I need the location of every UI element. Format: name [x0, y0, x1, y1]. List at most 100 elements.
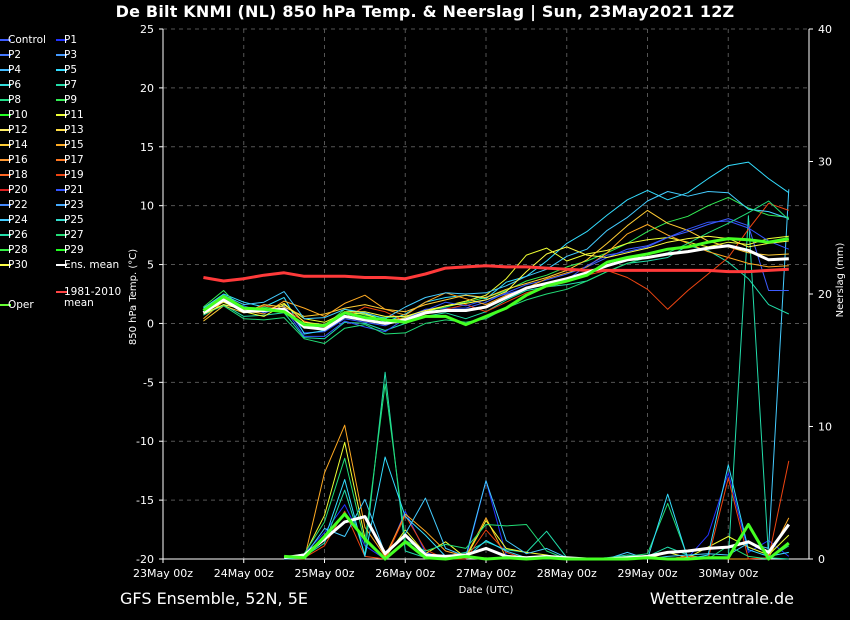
legend-label: 1981-2010 mean	[64, 286, 122, 309]
legend-swatch	[56, 54, 67, 56]
legend-label: P6	[8, 79, 22, 91]
x-tick-label: 29May 00z	[617, 567, 677, 580]
legend-swatch	[56, 129, 67, 131]
legend-swatch	[0, 159, 11, 161]
legend-label: P7	[64, 79, 78, 91]
legend-label: P22	[8, 199, 28, 211]
temp-line-p21	[203, 220, 789, 337]
legend-label: P2	[8, 49, 22, 61]
legend-label: P8	[8, 94, 22, 106]
legend-swatch	[56, 99, 67, 101]
legend-swatch	[0, 129, 11, 131]
precip-line-oper	[284, 512, 790, 561]
legend-swatch	[0, 174, 11, 176]
legend-label: P16	[8, 154, 28, 166]
legend-label: P1	[64, 34, 78, 46]
legend-label: P26	[8, 229, 28, 241]
legend-label: P14	[8, 139, 28, 151]
legend-swatch	[0, 234, 11, 236]
legend-label: P11	[64, 109, 84, 121]
legend-label: P27	[64, 229, 84, 241]
temp-line-p24	[203, 191, 789, 320]
legend-label: P4	[8, 64, 22, 76]
legend-label: P10	[8, 109, 28, 121]
y-tick-label: -20	[136, 553, 154, 566]
model-caption: GFS Ensemble, 52N, 5E	[120, 589, 308, 608]
legend-swatch	[0, 204, 11, 206]
x-tick-label: 25May 00z	[294, 567, 354, 580]
legend-swatch	[0, 39, 11, 41]
legend-label: P23	[64, 199, 84, 211]
x-tick-label: 30May 00z	[698, 567, 758, 580]
legend-label: P24	[8, 214, 28, 226]
legend-label: P18	[8, 169, 28, 181]
legend-label: Ens. mean	[64, 259, 120, 271]
legend-label: P29	[64, 244, 84, 256]
legend-swatch	[56, 249, 67, 251]
source-caption: Wetterzentrale.de	[649, 589, 794, 608]
legend-swatch	[56, 174, 67, 176]
legend-label: Oper	[8, 299, 34, 311]
x-tick-label: 27May 00z	[456, 567, 516, 580]
y-right-axis-title: Neerslag (mm)	[835, 242, 846, 317]
y-right-tick-label: 10	[818, 421, 832, 434]
legend-swatch	[56, 69, 67, 71]
x-tick-label: 26May 00z	[375, 567, 435, 580]
y-tick-label: -5	[143, 376, 154, 389]
chart-title: De Bilt KNMI (NL) 850 hPa Temp. & Neersl…	[115, 2, 735, 21]
y-tick-label: 0	[147, 317, 154, 330]
legend-label: P15	[64, 139, 84, 151]
legend-label: P3	[64, 49, 78, 61]
legend-swatch	[56, 189, 67, 191]
legend-swatch	[56, 204, 67, 206]
legend-swatch	[0, 99, 11, 101]
legend-swatch	[56, 291, 67, 293]
legend-swatch	[0, 264, 11, 266]
legend-swatch	[56, 264, 67, 266]
x-tick-label: 28May 00z	[537, 567, 597, 580]
y-axis-title: 850 hPa Temp. (°C)	[128, 249, 139, 345]
legend-label: P25	[64, 214, 84, 226]
y-tick-label: 5	[147, 259, 154, 272]
legend-label: P28	[8, 244, 28, 256]
y-tick-label: 25	[140, 23, 154, 36]
temp-line-p11	[203, 235, 789, 323]
legend-swatch	[0, 114, 11, 116]
legend-swatch	[56, 144, 67, 146]
legend-swatch	[0, 84, 11, 86]
y-right-tick-label: 20	[818, 288, 832, 301]
y-right-tick-label: 30	[818, 156, 832, 169]
legend-swatch	[56, 234, 67, 236]
legend-label: P17	[64, 154, 84, 166]
temp-line-1981-2010-mean	[203, 264, 789, 283]
legend-swatch	[56, 39, 67, 41]
y-tick-label: 20	[140, 82, 154, 95]
legend-label: P13	[64, 124, 84, 136]
temp-line-oper	[202, 237, 790, 328]
y-tick-label: 10	[140, 200, 154, 213]
legend-swatch	[0, 54, 11, 56]
legend-swatch	[56, 84, 67, 86]
x-axis-title: Date (UTC)	[459, 585, 514, 596]
y-tick-label: -10	[136, 435, 154, 448]
x-tick-label: 23May 00z	[133, 567, 193, 580]
y-right-tick-label: 40	[818, 23, 832, 36]
y-tick-label: -15	[136, 494, 154, 507]
temp-line-p9	[203, 196, 789, 329]
legend-label: P21	[64, 184, 84, 196]
precip-line-p24	[284, 189, 790, 560]
legend-swatch	[56, 219, 67, 221]
legend-label: P20	[8, 184, 28, 196]
legend-swatch	[0, 249, 11, 251]
legend-swatch	[0, 219, 11, 221]
legend-label: P9	[64, 94, 78, 106]
legend-swatch	[0, 304, 11, 306]
legend-label: P12	[8, 124, 28, 136]
legend-label: Control	[8, 34, 46, 46]
legend-swatch	[0, 144, 11, 146]
legend-swatch	[0, 189, 11, 191]
y-right-tick-label: 0	[818, 553, 825, 566]
temp-line-p30	[203, 235, 789, 326]
y-tick-label: 15	[140, 141, 154, 154]
